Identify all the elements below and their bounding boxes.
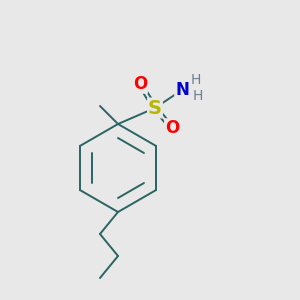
Text: H: H <box>191 73 201 87</box>
Text: H: H <box>193 89 203 103</box>
Text: N: N <box>175 81 189 99</box>
Text: S: S <box>148 98 162 118</box>
Text: O: O <box>165 119 179 137</box>
Text: O: O <box>133 75 147 93</box>
